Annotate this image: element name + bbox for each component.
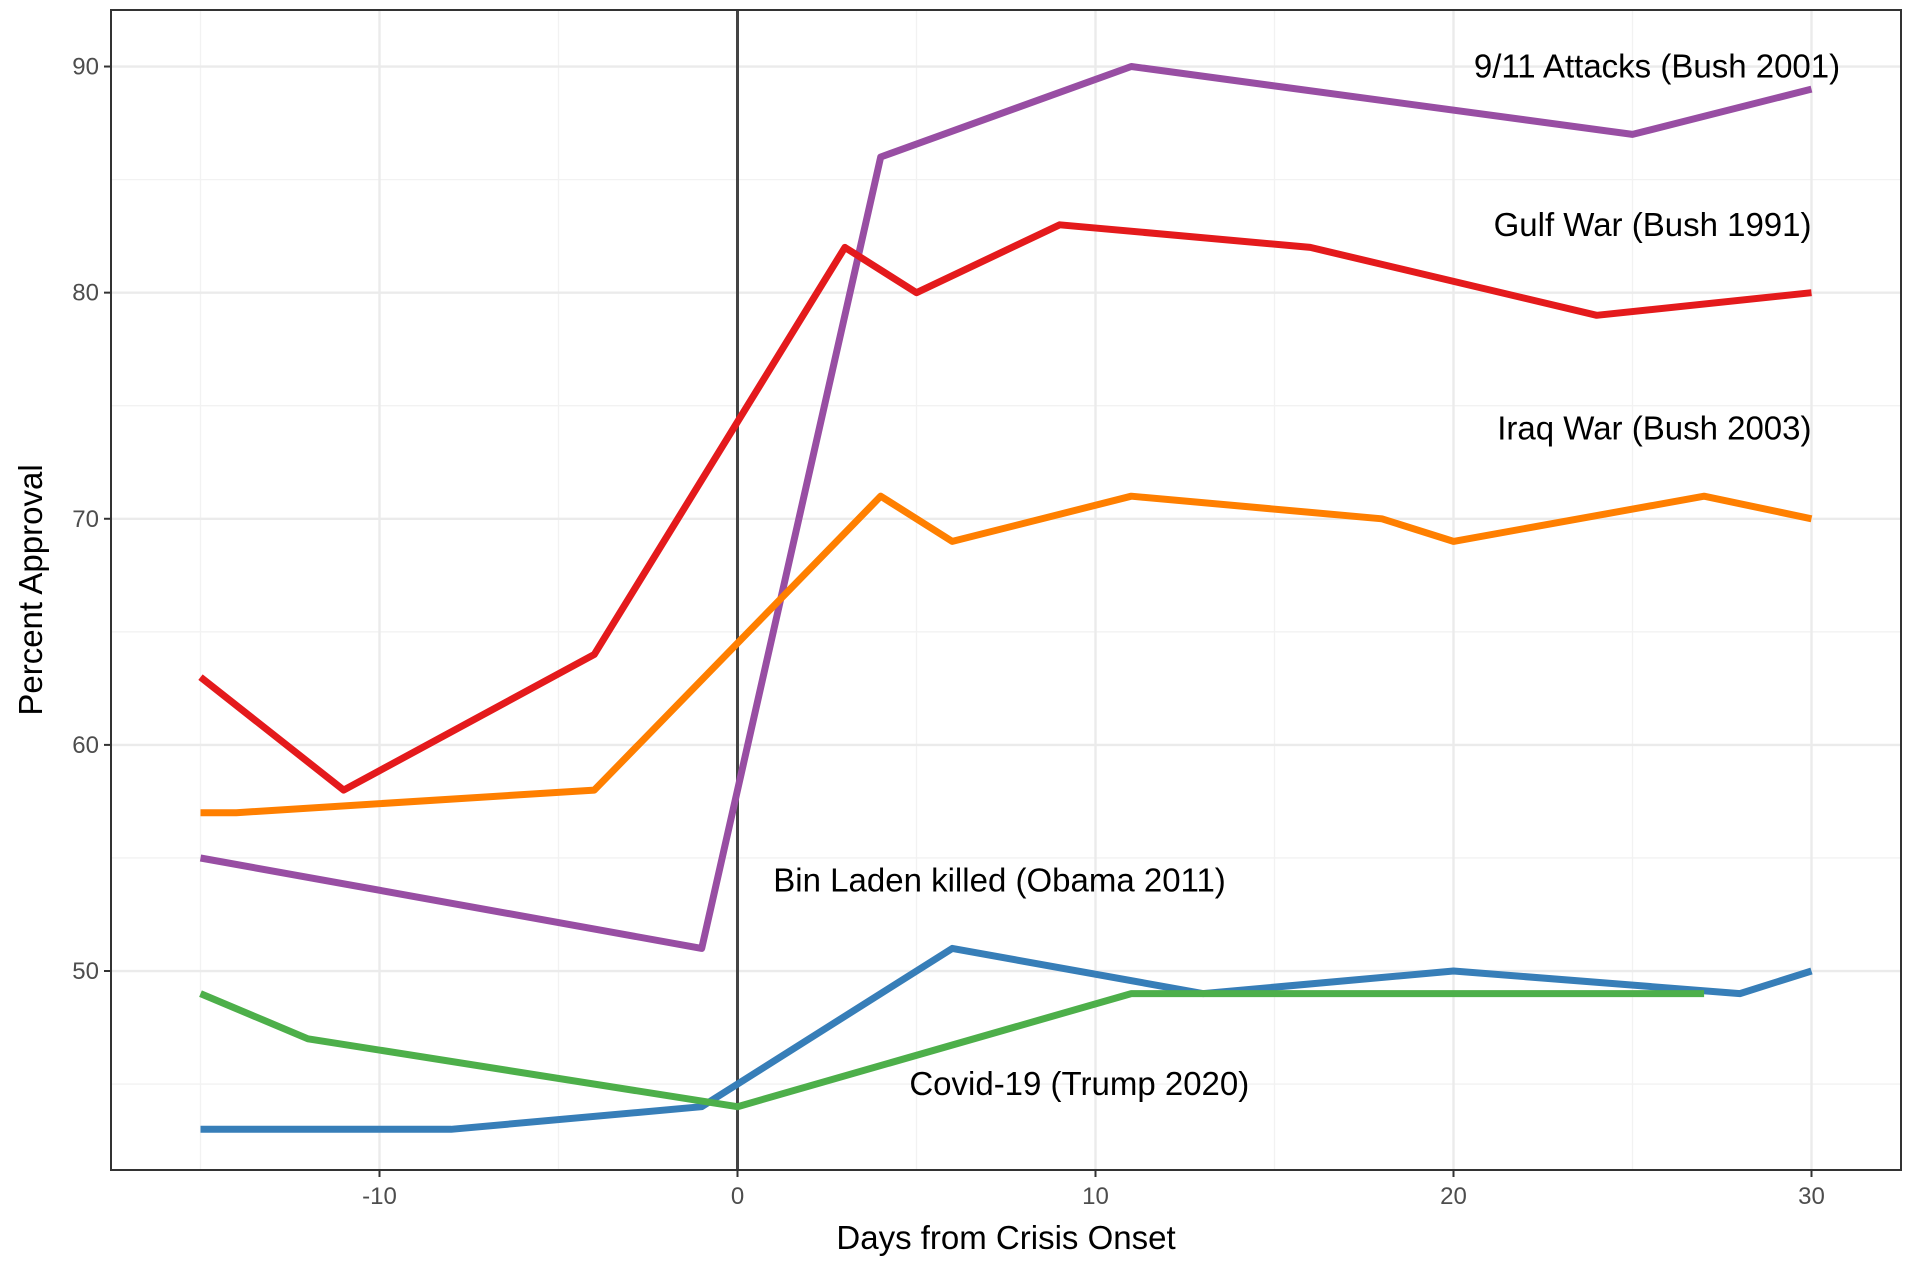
minor-grid <box>111 10 1901 1170</box>
panel-border <box>110 9 1902 1171</box>
y-axis-title: Percent Approval <box>12 464 49 715</box>
y-axis-ticks: 50 60 70 80 90 <box>72 54 111 985</box>
x-tick-label: 0 <box>731 1183 744 1210</box>
y-tick-label: 80 <box>72 280 99 307</box>
series-label-layer: 9/11 Attacks (Bush 2001) Gulf War (Bush 1… <box>773 48 1840 1103</box>
x-tick-label: -10 <box>362 1183 397 1210</box>
series-line-gulf-war-bush-1991 <box>198 221 1812 794</box>
series-label-9-11-attacks-bush-2001: 9/11 Attacks (Bush 2001) <box>1474 48 1840 85</box>
series-line-covid-19-trump-2020 <box>199 990 1705 1111</box>
y-tick-label: 50 <box>72 958 99 985</box>
x-tick-label: 30 <box>1798 1183 1825 1210</box>
series-line-iraq-war-bush-2003 <box>200 492 1813 817</box>
major-grid <box>111 10 1901 1170</box>
series-label-bin-laden-killed-obama-2011: Bin Laden killed (Obama 2011) <box>773 862 1226 899</box>
series-line-bin-laden-killed-obama-2011 <box>200 944 1813 1133</box>
x-tick-label: 10 <box>1082 1183 1109 1210</box>
series-label-gulf-war-bush-1991: Gulf War (Bush 1991) <box>1494 206 1812 243</box>
series-line-9-11-attacks-bush-2001 <box>199 63 1813 952</box>
x-axis-ticks: -10 0 10 20 30 <box>362 1170 1825 1210</box>
y-tick-label: 60 <box>72 732 99 759</box>
series-layer <box>198 63 1813 1133</box>
x-tick-label: 20 <box>1440 1183 1467 1210</box>
series-label-covid-19-trump-2020: Covid-19 (Trump 2020) <box>909 1065 1249 1102</box>
x-axis-title: Days from Crisis Onset <box>836 1219 1175 1256</box>
series-label-iraq-war-bush-2003: Iraq War (Bush 2003) <box>1497 409 1811 446</box>
y-tick-label: 70 <box>72 506 99 533</box>
y-tick-label: 90 <box>72 54 99 81</box>
